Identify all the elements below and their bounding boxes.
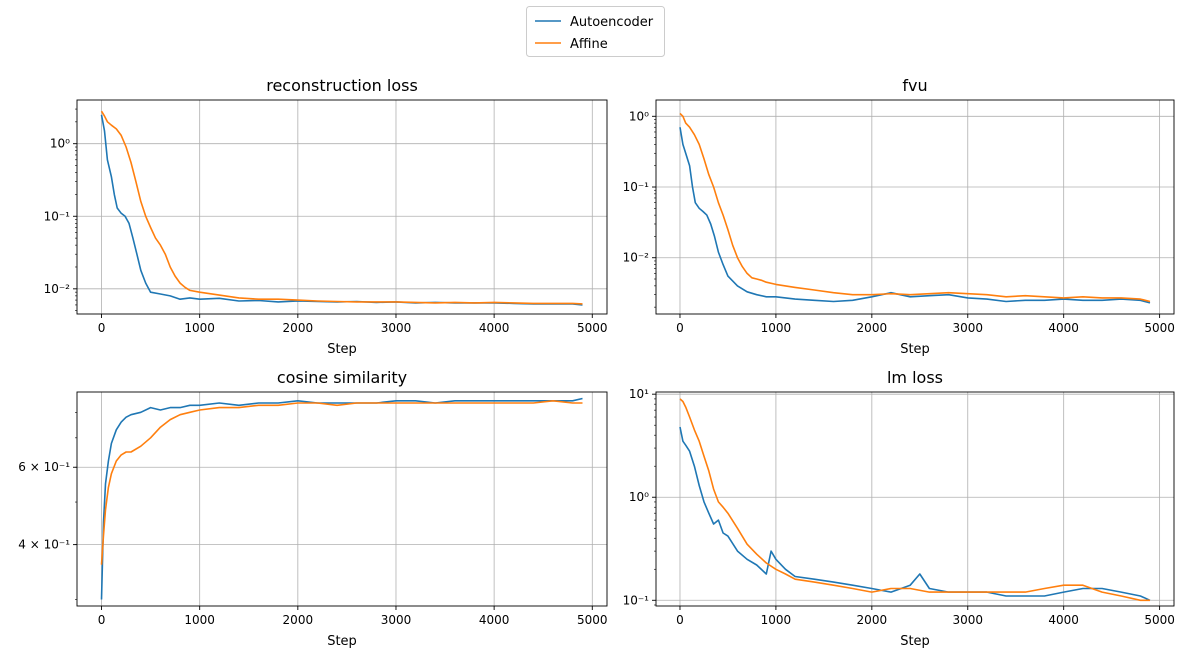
- series-line-affine: [679, 112, 1151, 303]
- series-line-autoencoder: [679, 127, 1151, 304]
- y-tick-label: 10⁻¹: [623, 180, 650, 194]
- y-tick-label: 10⁻¹: [44, 209, 71, 223]
- x-tick-label: 0: [98, 321, 106, 335]
- x-tick-label: 3000: [952, 321, 983, 335]
- y-tick-label: 10⁰: [50, 137, 70, 151]
- x-tick-label: 2000: [283, 613, 314, 627]
- subplot-title: reconstruction loss: [266, 76, 418, 95]
- x-axis-label: Step: [327, 342, 357, 357]
- series-line-affine: [679, 398, 1150, 602]
- series-line-autoencoder: [679, 426, 1151, 602]
- subplot-0: 0 1000 2000 3000 4000 5000 10⁻² 10⁻¹ 10⁰ reconstr…: [44, 76, 608, 357]
- x-tick-label: 1000: [761, 613, 792, 627]
- y-tick-label: 4 × 10⁻¹: [18, 538, 70, 552]
- subplot-title: cosine similarity: [277, 368, 407, 387]
- y-tick-label: 10⁻¹: [623, 593, 650, 607]
- x-axis-label: Step: [900, 342, 930, 357]
- axes-frame: [655, 391, 1175, 607]
- axes-frame: [76, 391, 608, 607]
- x-tick-label: 0: [98, 613, 106, 627]
- y-tick-label: 10¹: [629, 387, 649, 401]
- legend: Autoencoder Affine: [526, 6, 665, 57]
- x-tick-label: 4000: [479, 613, 510, 627]
- x-axis-label: Step: [900, 634, 930, 649]
- y-tick-label: 10⁻²: [623, 251, 650, 265]
- x-tick-label: 2000: [857, 613, 888, 627]
- x-tick-label: 3000: [381, 613, 412, 627]
- x-tick-label: 2000: [283, 321, 314, 335]
- x-tick-label: 5000: [577, 613, 608, 627]
- x-tick-label: 1000: [184, 321, 215, 335]
- subplot-1: 0 1000 2000 3000 4000 5000 10⁻² 10⁻¹ 10⁰ fvu Step: [623, 76, 1175, 357]
- legend-label-affine: Affine: [570, 37, 608, 52]
- axes-frame: [655, 99, 1175, 315]
- y-tick-label: 6 × 10⁻¹: [18, 460, 70, 474]
- subplot-3: 0 1000 2000 3000 4000 5000 10⁻¹ 10⁰ 10¹ lm loss St…: [623, 368, 1175, 649]
- series-line-affine: [100, 399, 583, 565]
- legend-box: [526, 6, 665, 57]
- y-tick-label: 10⁰: [629, 109, 649, 123]
- x-tick-label: 5000: [1144, 613, 1175, 627]
- legend-label-autoencoder: Autoencoder: [570, 15, 654, 30]
- series-line-autoencoder: [100, 397, 583, 600]
- x-tick-label: 4000: [1048, 321, 1079, 335]
- x-tick-label: 3000: [952, 613, 983, 627]
- series-line-affine: [100, 110, 583, 305]
- y-tick-label: 10⁰: [629, 490, 649, 504]
- x-tick-label: 4000: [1048, 613, 1079, 627]
- x-tick-label: 1000: [761, 321, 792, 335]
- subplot-2: 0 1000 2000 3000 4000 5000 4 × 10⁻¹ 6 × 10⁻¹ cos…: [18, 368, 607, 649]
- x-tick-label: 1000: [184, 613, 215, 627]
- axes-frame: [76, 99, 608, 315]
- x-tick-label: 5000: [577, 321, 608, 335]
- x-tick-label: 2000: [857, 321, 888, 335]
- x-tick-label: 4000: [479, 321, 510, 335]
- x-tick-label: 0: [676, 613, 684, 627]
- x-axis-label: Step: [327, 634, 357, 649]
- subplot-title: lm loss: [887, 368, 943, 387]
- subplot-title: fvu: [902, 76, 927, 95]
- x-tick-label: 3000: [381, 321, 412, 335]
- x-tick-label: 0: [676, 321, 684, 335]
- x-tick-label: 5000: [1144, 321, 1175, 335]
- y-tick-label: 10⁻²: [44, 282, 71, 296]
